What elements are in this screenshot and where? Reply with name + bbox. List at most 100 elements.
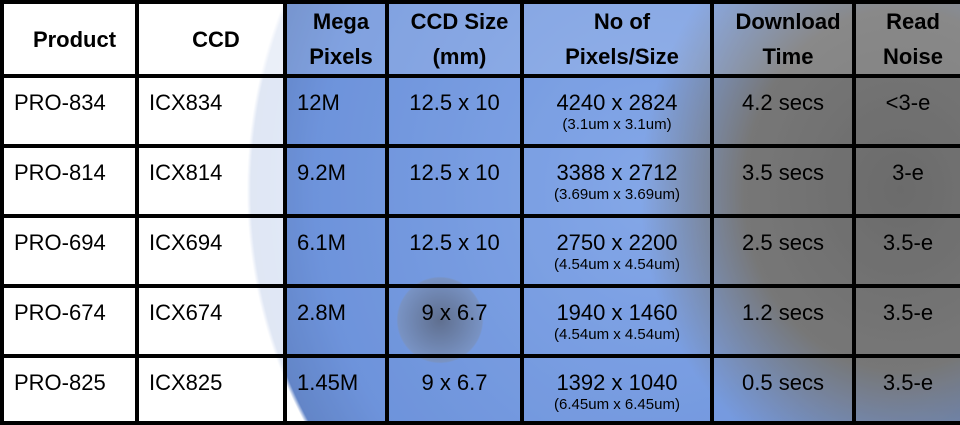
pixel-size: (4.54um x 4.54um) [554,256,680,273]
table-cell: PRO-834 [0,74,139,148]
resolution: 3388 x 2712 [556,160,678,185]
table-cell: 12.5 x 10 [385,144,524,218]
cell-text: ICX825 [149,370,223,395]
header-cell: Mega Pixels [283,0,389,78]
cell-text: 3.5-e [882,370,934,395]
table-cell: 12.5 x 10 [385,74,524,148]
header-cell: CCD Size (mm) [385,0,524,78]
table-row: PRO-814 ICX814 9.2M 12.5 x 10 3388 x 2712 (3.… [0,144,960,218]
header-text: Download [735,9,841,34]
cell-text: 12.5 x 10 [409,90,500,115]
table-cell: 4240 x 2824 (3.1um x 3.1um) [520,74,714,148]
cell-text: 12.5 x 10 [409,230,500,255]
cell-text: 4.2 secs [742,90,824,115]
header-text: CCD Size [410,9,509,34]
cell-text: 6.1M [297,230,346,255]
table-cell: PRO-674 [0,284,139,358]
cell-text: 3-e [892,160,924,185]
table-cell: ICX694 [135,214,287,288]
resolution: 1392 x 1040 [556,370,678,395]
table-cell: 12M [283,74,389,148]
cell-text: 2.5 secs [742,230,824,255]
table-cell: <3-e [852,74,960,148]
table-cell: 3388 x 2712 (3.69um x 3.69um) [520,144,714,218]
table-cell: 1392 x 1040 (6.45um x 6.45um) [520,354,714,425]
resolution: 2750 x 2200 [556,230,678,255]
cell-text: ICX834 [149,90,223,115]
table-row: PRO-834 ICX834 12M 12.5 x 10 4240 x 2824 (3.1… [0,74,960,148]
table-cell: PRO-814 [0,144,139,218]
cell-text: 1.45M [297,370,359,395]
table-row: PRO-825 ICX825 1.45M 9 x 6.7 1392 x 1040 (6.4… [0,354,960,425]
table-cell: 2750 x 2200 (4.54um x 4.54um) [520,214,714,288]
cell-text: PRO-694 [14,230,106,255]
cell-text: 9 x 6.7 [421,300,488,325]
header-cell: Read Noise [852,0,960,78]
header-text: (mm) [432,44,487,69]
header-cell: No of Pixels/Size [520,0,714,78]
cell-text: ICX674 [149,300,223,325]
table-cell: 3.5 secs [710,144,856,218]
header-cell: CCD [135,0,287,78]
cell-text: ICX814 [149,160,223,185]
header-text: Product [32,26,117,52]
pixel-size: (3.69um x 3.69um) [554,186,680,203]
table-cell: 9 x 6.7 [385,284,524,358]
header-text: Read [886,9,940,34]
pixel-size: (4.54um x 4.54um) [554,326,680,343]
cell-text: 12M [297,90,340,115]
resolution: 1940 x 1460 [556,300,678,325]
cell-text: 3.5 secs [742,160,824,185]
header-cell: Product [0,0,139,78]
cell-text: PRO-674 [14,300,106,325]
table-cell: ICX674 [135,284,287,358]
table-cell: 3.5-e [852,354,960,425]
table-cell: 2.8M [283,284,389,358]
pixel-size: (3.1um x 3.1um) [562,116,672,133]
table-cell: 4.2 secs [710,74,856,148]
cell-text: 1.2 secs [742,300,824,325]
table-body: PRO-834 ICX834 12M 12.5 x 10 4240 x 2824 (3.1… [0,74,960,425]
table-cell: ICX834 [135,74,287,148]
table-cell: 2.5 secs [710,214,856,288]
table-row: PRO-674 ICX674 2.8M 9 x 6.7 1940 x 1460 (4.54… [0,284,960,358]
cell-text: PRO-825 [14,370,106,395]
header-text: Pixels [309,44,373,69]
cell-text: PRO-834 [14,90,106,115]
header-text: Noise [883,44,943,69]
table-cell: PRO-694 [0,214,139,288]
cell-text: <3-e [885,90,931,115]
table-cell: ICX825 [135,354,287,425]
header-text: Mega [312,9,370,34]
cell-text: 12.5 x 10 [409,160,500,185]
table-cell: ICX814 [135,144,287,218]
table-cell: 9 x 6.7 [385,354,524,425]
table-cell: 6.1M [283,214,389,288]
header-row: Product CCD Mega Pixels CCD Size (mm) No of Pix… [0,0,960,78]
table-cell: 1.2 secs [710,284,856,358]
table-cell: 12.5 x 10 [385,214,524,288]
resolution: 4240 x 2824 [556,90,678,115]
table-cell: 1940 x 1460 (4.54um x 4.54um) [520,284,714,358]
cell-text: 0.5 secs [742,370,824,395]
table-row: PRO-694 ICX694 6.1M 12.5 x 10 2750 x 2200 (4.… [0,214,960,288]
header-cell: Download Time [710,0,856,78]
table-cell: 3-e [852,144,960,218]
header-text: CCD [192,26,240,52]
cell-text: 3.5-e [882,230,934,255]
table-cell: 3.5-e [852,214,960,288]
header-text: No of [593,9,651,34]
header-text: Time [762,44,814,69]
table-cell: 9.2M [283,144,389,218]
cell-text: 9 x 6.7 [421,370,488,395]
cell-text: 9.2M [297,160,346,185]
pixel-size: (6.45um x 6.45um) [554,396,680,413]
cell-text: PRO-814 [14,160,106,185]
table-cell: 1.45M [283,354,389,425]
header-text: Pixels/Size [565,44,679,69]
table-cell: PRO-825 [0,354,139,425]
table-cell: 3.5-e [852,284,960,358]
cell-text: ICX694 [149,230,223,255]
